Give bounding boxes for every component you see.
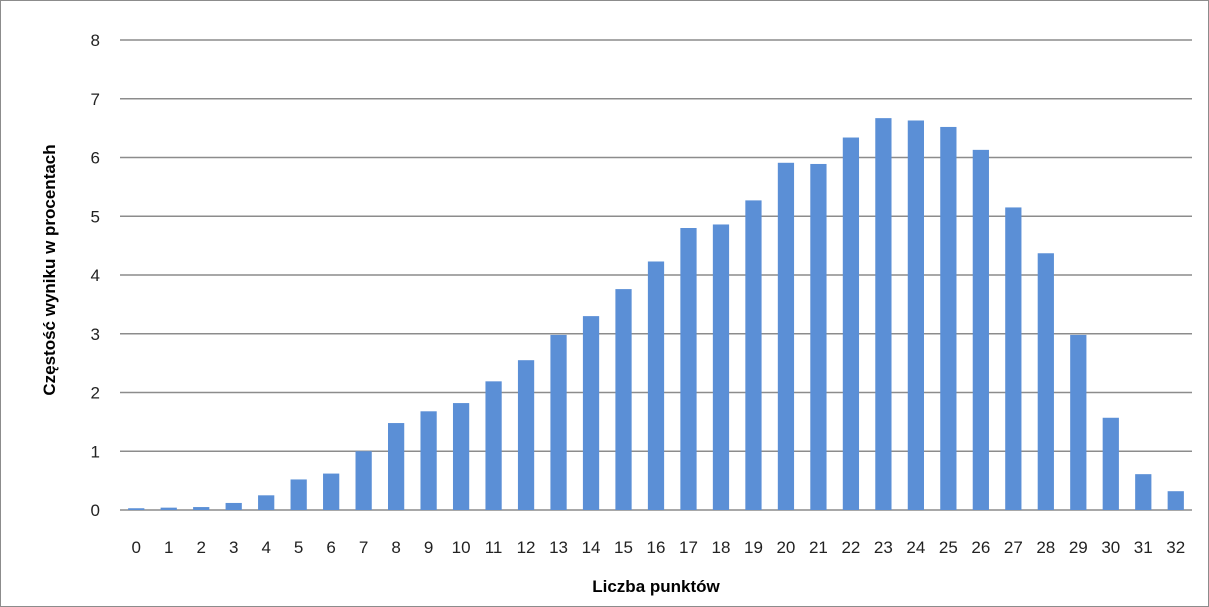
x-tick-label: 1 bbox=[164, 538, 173, 557]
bar-26 bbox=[972, 149, 989, 511]
bars bbox=[128, 118, 1184, 511]
y-tick-label: 8 bbox=[91, 31, 100, 50]
bar-6 bbox=[323, 473, 340, 510]
x-tick-label: 27 bbox=[1004, 538, 1023, 557]
bar-32 bbox=[1167, 491, 1184, 510]
bar-9 bbox=[420, 411, 437, 510]
x-tick-label: 14 bbox=[582, 538, 601, 557]
bar-28 bbox=[1037, 253, 1054, 510]
bar-21 bbox=[810, 163, 827, 510]
bar-19 bbox=[745, 200, 762, 510]
bar-27 bbox=[1005, 207, 1022, 510]
x-tick-label: 4 bbox=[261, 538, 270, 557]
bar-2 bbox=[193, 507, 210, 510]
y-tick-label: 3 bbox=[91, 325, 100, 344]
bar-7 bbox=[355, 451, 372, 510]
bar-23 bbox=[875, 118, 892, 510]
x-tick-label: 32 bbox=[1166, 538, 1185, 557]
bar-16 bbox=[647, 261, 665, 510]
x-tick-label: 17 bbox=[679, 538, 698, 557]
x-tick-label: 12 bbox=[517, 538, 536, 557]
x-tick-label: 13 bbox=[549, 538, 568, 557]
x-tick-label: 3 bbox=[229, 538, 238, 557]
x-tick-label: 2 bbox=[196, 538, 205, 557]
bar-15 bbox=[615, 289, 632, 510]
x-axis-title: Liczba punktów bbox=[592, 577, 720, 596]
bar-0 bbox=[128, 508, 145, 510]
bar-13 bbox=[550, 334, 567, 510]
x-tick-label: 18 bbox=[712, 538, 731, 557]
x-tick-label: 16 bbox=[647, 538, 666, 557]
x-tick-label: 8 bbox=[391, 538, 400, 557]
x-tick-label: 6 bbox=[326, 538, 335, 557]
bar-30 bbox=[1102, 417, 1119, 510]
bar-8 bbox=[388, 423, 405, 510]
y-tick-label: 5 bbox=[91, 207, 100, 226]
x-tick-label: 7 bbox=[359, 538, 368, 557]
bar-12 bbox=[517, 360, 535, 510]
bar-11 bbox=[485, 381, 502, 510]
bar-3 bbox=[225, 502, 242, 510]
bar-1 bbox=[160, 507, 177, 510]
x-tick-label: 31 bbox=[1134, 538, 1153, 557]
x-tick-label: 19 bbox=[744, 538, 763, 557]
bar-17 bbox=[680, 228, 697, 510]
bar-20 bbox=[777, 162, 795, 510]
x-tick-label: 28 bbox=[1036, 538, 1055, 557]
y-tick-label: 7 bbox=[91, 90, 100, 109]
x-tick-label: 21 bbox=[809, 538, 828, 557]
x-tick-label: 26 bbox=[971, 538, 990, 557]
bar-10 bbox=[452, 403, 470, 510]
x-axis-ticks: 0 1 2 3 4 5 6 7 8 9 10 11 12 13 14 15 16 17 18 19 20 21 22 23 24… bbox=[132, 538, 1186, 557]
bar-31 bbox=[1135, 474, 1152, 510]
x-tick-label: 15 bbox=[614, 538, 633, 557]
bar-14 bbox=[582, 316, 600, 510]
y-tick-label: 0 bbox=[91, 501, 100, 520]
y-axis-title: Częstość wyniku w procentach bbox=[40, 144, 59, 395]
x-tick-label: 10 bbox=[452, 538, 471, 557]
bar-18 bbox=[712, 224, 730, 510]
bar-4 bbox=[258, 495, 275, 510]
bar-22 bbox=[842, 137, 860, 510]
bar-5 bbox=[290, 479, 307, 510]
y-tick-label: 2 bbox=[91, 384, 100, 403]
x-tick-label: 24 bbox=[906, 538, 925, 557]
y-tick-label: 6 bbox=[91, 149, 100, 168]
x-tick-label: 23 bbox=[874, 538, 893, 557]
bar-25 bbox=[940, 126, 957, 510]
x-tick-label: 9 bbox=[424, 538, 433, 557]
x-tick-label: 22 bbox=[841, 538, 860, 557]
x-tick-label: 30 bbox=[1101, 538, 1120, 557]
y-tick-label: 1 bbox=[91, 442, 100, 461]
x-tick-label: 5 bbox=[294, 538, 303, 557]
x-tick-label: 29 bbox=[1069, 538, 1088, 557]
x-tick-label: 25 bbox=[939, 538, 958, 557]
bar-24 bbox=[907, 120, 924, 511]
x-tick-label: 11 bbox=[485, 538, 503, 557]
x-tick-label: 20 bbox=[776, 538, 795, 557]
x-tick-label: 0 bbox=[132, 538, 141, 557]
y-axis-ticks: 0 1 2 3 4 5 6 7 8 bbox=[91, 31, 100, 520]
bar-29 bbox=[1070, 334, 1087, 510]
y-tick-label: 4 bbox=[91, 266, 100, 285]
